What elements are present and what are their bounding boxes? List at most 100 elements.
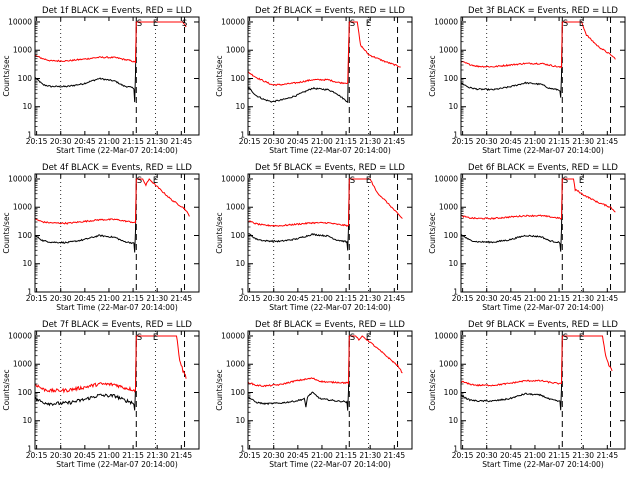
- y-tick-label: 1: [453, 131, 458, 140]
- x-tick-label: 21:00: [524, 294, 546, 303]
- annotation-S: S: [563, 176, 568, 186]
- annotation-E: E: [153, 176, 158, 186]
- series-line-events: [248, 21, 350, 104]
- series-line-lld: [248, 21, 401, 87]
- y-tick-label: 100: [18, 388, 33, 397]
- y-tick-label: 1: [240, 131, 245, 140]
- x-axis-label: Start Time (22-Mar-07 20:14:00): [269, 460, 391, 469]
- panel-title: Det 5f BLACK = Events, RED = LLD: [255, 163, 405, 173]
- series-line-lld: [35, 335, 187, 394]
- y-tick-label: 10000: [434, 174, 458, 183]
- x-axis-label: Start Time (22-Mar-07 20:14:00): [482, 303, 604, 312]
- y-tick-label: 1: [27, 288, 32, 297]
- annotation-E: E: [366, 333, 371, 343]
- y-tick-label: 1000: [226, 360, 245, 369]
- x-tick-label: 21:30: [572, 137, 594, 146]
- x-axis-label: Start Time (22-Mar-07 20:14:00): [482, 146, 604, 155]
- x-axis-label: Start Time (22-Mar-07 20:14:00): [56, 146, 178, 155]
- y-tick-label: 10: [22, 259, 32, 268]
- panel-title: Det 2f BLACK = Events, RED = LLD: [255, 6, 405, 16]
- series-line-events: [35, 21, 137, 103]
- x-tick-label: 21:45: [597, 137, 619, 146]
- y-tick-label: 1: [240, 445, 245, 454]
- x-tick-label: 21:00: [524, 451, 546, 460]
- plot-frame: [34, 173, 200, 293]
- series-line-lld: [461, 178, 616, 220]
- x-tick-label: 21:45: [384, 451, 406, 460]
- x-tick-label: 20:30: [263, 294, 285, 303]
- y-axis-label: Counts/sec: [2, 212, 11, 253]
- series-line-events: [35, 335, 137, 411]
- x-tick-label: 20:45: [287, 137, 309, 146]
- y-tick-label: 100: [18, 231, 33, 240]
- x-tick-label: 20:15: [239, 137, 261, 146]
- y-tick-label: 1000: [13, 46, 32, 55]
- x-tick-label: 20:45: [74, 451, 96, 460]
- plot-frame: [247, 173, 413, 293]
- x-axis-label: Start Time (22-Mar-07 20:14:00): [56, 303, 178, 312]
- y-tick-label: 1: [27, 131, 32, 140]
- x-tick-label: 20:45: [500, 451, 522, 460]
- x-tick-label: 21:15: [548, 451, 570, 460]
- x-tick-label: 21:15: [335, 137, 357, 146]
- x-tick-label: 20:45: [500, 294, 522, 303]
- y-tick-label: 100: [444, 74, 459, 83]
- y-tick-label: 1000: [13, 360, 32, 369]
- series-line-lld: [461, 335, 613, 387]
- x-tick-label: 20:45: [74, 294, 96, 303]
- series-line-lld: [35, 21, 187, 64]
- x-tick-label: 21:30: [572, 294, 594, 303]
- y-tick-label: 1000: [439, 360, 458, 369]
- x-tick-label: 21:45: [171, 137, 193, 146]
- x-tick-label: 20:30: [476, 451, 498, 460]
- x-axis-label: Start Time (22-Mar-07 20:14:00): [482, 460, 604, 469]
- annotation-S: S: [563, 19, 568, 29]
- annotation-E: E: [579, 176, 584, 186]
- series-group: [248, 21, 401, 104]
- series-group: [248, 335, 403, 411]
- panel-1: Det 1f BLACK = Events, RED = LLD S E S 20:15…: [2, 6, 200, 155]
- y-axis-label: Counts/sec: [2, 55, 11, 96]
- x-tick-label: 20:15: [26, 294, 48, 303]
- x-tick-label: 21:30: [359, 137, 381, 146]
- plot-frame: [247, 330, 413, 450]
- y-tick-label: 100: [231, 231, 246, 240]
- series-line-events: [461, 178, 563, 252]
- y-tick-label: 1: [27, 445, 32, 454]
- x-tick-label: 20:45: [287, 451, 309, 460]
- x-axis-label: Start Time (22-Mar-07 20:14:00): [269, 146, 391, 155]
- panel-title: Det 3f BLACK = Events, RED = LLD: [468, 6, 618, 16]
- x-tick-label: 21:45: [171, 451, 193, 460]
- y-tick-label: 10000: [434, 17, 458, 26]
- x-axis-label: Start Time (22-Mar-07 20:14:00): [269, 303, 391, 312]
- x-tick-label: 21:00: [311, 451, 333, 460]
- x-tick-label: 20:45: [74, 137, 96, 146]
- annotation-S: S: [137, 176, 142, 186]
- x-tick-label: 21:30: [359, 294, 381, 303]
- panel-title: Det 7f BLACK = Events, RED = LLD: [42, 320, 192, 330]
- x-tick-label: 21:45: [171, 294, 193, 303]
- series-line-events: [461, 21, 563, 98]
- x-tick-label: 20:15: [26, 451, 48, 460]
- annotation-E: E: [153, 19, 158, 29]
- y-tick-label: 10: [22, 416, 32, 425]
- series-line-lld: [248, 178, 403, 228]
- panel-title: Det 8f BLACK = Events, RED = LLD: [255, 320, 405, 330]
- x-tick-label: 20:30: [50, 294, 72, 303]
- x-tick-label: 21:45: [384, 137, 406, 146]
- y-axis-label: Counts/sec: [215, 55, 224, 96]
- y-tick-label: 10000: [8, 331, 32, 340]
- series-group: [35, 21, 187, 103]
- x-tick-label: 20:15: [239, 451, 261, 460]
- y-tick-label: 10: [235, 416, 245, 425]
- y-tick-label: 1: [453, 445, 458, 454]
- x-tick-label: 21:45: [597, 451, 619, 460]
- y-tick-label: 10: [448, 102, 458, 111]
